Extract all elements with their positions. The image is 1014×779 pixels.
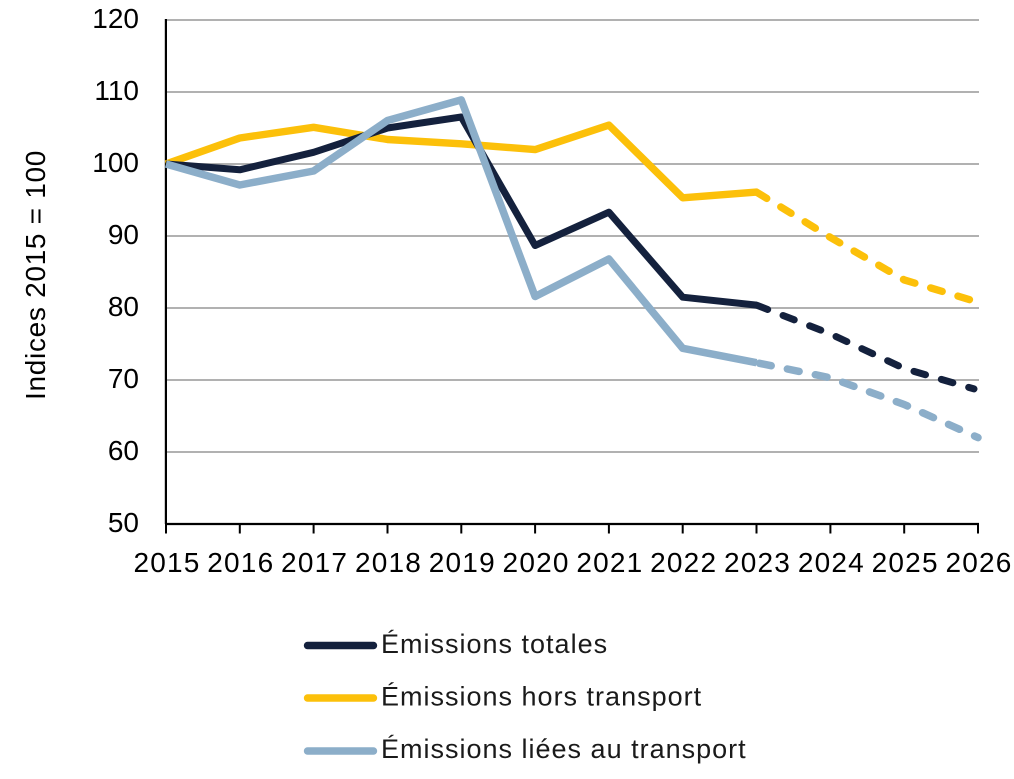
svg-text:2019: 2019 bbox=[429, 547, 496, 578]
svg-text:Émissions liées au transport: Émissions liées au transport bbox=[381, 734, 747, 764]
svg-text:2020: 2020 bbox=[503, 547, 570, 578]
svg-text:2015: 2015 bbox=[133, 547, 200, 578]
svg-text:2024: 2024 bbox=[798, 547, 865, 578]
svg-text:60: 60 bbox=[108, 435, 139, 466]
svg-text:2017: 2017 bbox=[281, 547, 348, 578]
svg-text:2018: 2018 bbox=[355, 547, 422, 578]
svg-text:Émissions totales: Émissions totales bbox=[381, 629, 608, 659]
svg-text:Indices 2015 = 100: Indices 2015 = 100 bbox=[20, 150, 51, 400]
svg-text:2022: 2022 bbox=[650, 547, 717, 578]
svg-text:50: 50 bbox=[108, 507, 139, 538]
svg-text:2016: 2016 bbox=[207, 547, 274, 578]
svg-text:2026: 2026 bbox=[945, 547, 1012, 578]
svg-text:90: 90 bbox=[108, 219, 139, 250]
svg-text:80: 80 bbox=[108, 291, 139, 322]
svg-text:Émissions hors transport: Émissions hors transport bbox=[381, 682, 702, 712]
svg-text:2025: 2025 bbox=[872, 547, 939, 578]
svg-text:110: 110 bbox=[94, 75, 139, 106]
svg-text:2021: 2021 bbox=[576, 547, 643, 578]
svg-text:70: 70 bbox=[108, 363, 139, 394]
svg-text:100: 100 bbox=[92, 147, 139, 178]
svg-text:2023: 2023 bbox=[724, 547, 791, 578]
svg-text:120: 120 bbox=[92, 3, 139, 34]
